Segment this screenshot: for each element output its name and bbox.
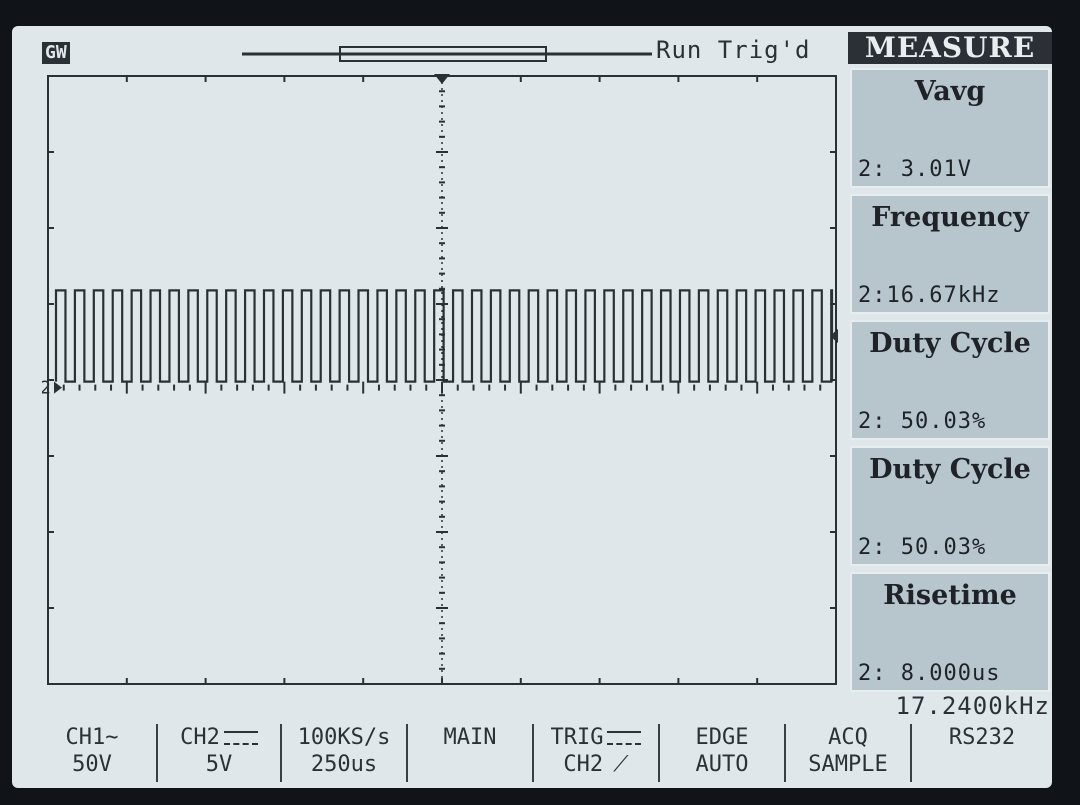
measure-value: 2: 50.03% <box>858 535 987 560</box>
measure-name: Vavg <box>914 76 986 107</box>
measure-value: 2: 8.000us <box>858 661 1001 686</box>
interface-setting[interactable]: RS232 <box>912 724 1052 782</box>
trigger-mode: AUTO <box>695 752 749 777</box>
run-status: Run Trig'd <box>656 36 811 64</box>
interface-label: RS232 <box>948 725 1016 750</box>
ch2-setting[interactable]: CH2 5V <box>158 724 282 782</box>
trigger-coupling-icon <box>607 731 642 745</box>
trigger-label: TRIG <box>550 725 604 750</box>
measure-slot-risetime[interactable]: Risetime 2: 8.000us <box>850 572 1050 692</box>
measure-slot-frequency[interactable]: Frequency 2:16.67kHz <box>850 194 1050 314</box>
ch2-scale: 5V <box>205 752 233 777</box>
ch1-setting[interactable]: CH1~ 50V <box>28 724 158 782</box>
ch2-label: CH2 <box>180 725 220 750</box>
acq-label: ACQ <box>828 725 868 750</box>
measure-slot-duty-cycle-1[interactable]: Duty Cycle 2: 50.03% <box>850 320 1050 440</box>
trigger-position-marker-icon <box>434 74 450 84</box>
time-scale: 250us <box>310 752 378 777</box>
channel-marker-arrow-icon <box>54 381 62 394</box>
measure-value: 2:16.67kHz <box>858 283 1001 308</box>
measure-value: 2: 50.03% <box>858 409 987 434</box>
measure-slot-vavg[interactable]: Vavg 2: 3.01V <box>850 68 1050 188</box>
mode-label: MAIN <box>443 725 497 750</box>
channel-2-waveform <box>54 289 834 383</box>
sample-rate: 100KS/s <box>297 725 391 750</box>
trigger-level-marker-icon <box>830 329 838 343</box>
rising-edge-icon: ⟋ <box>613 752 629 777</box>
trigger-setting[interactable]: TRIG CH2 ⟋ <box>534 724 660 782</box>
measure-value: 2: 3.01V <box>858 157 972 182</box>
trigger-type-setting[interactable]: EDGE AUTO <box>660 724 786 782</box>
timebase-setting[interactable]: 100KS/s 250us <box>282 724 408 782</box>
trigger-type-label: EDGE <box>695 725 749 750</box>
ch1-label: CH1~ <box>65 725 119 750</box>
ch1-scale: 50V <box>72 752 112 777</box>
brand-logo: GW <box>42 42 70 64</box>
measure-name: Duty Cycle <box>869 454 1031 485</box>
measure-name: Duty Cycle <box>869 328 1031 359</box>
waveform-display: 2 <box>42 74 838 685</box>
acq-mode: SAMPLE <box>808 752 888 777</box>
main-mode[interactable]: MAIN <box>408 724 534 782</box>
dc-coupling-icon <box>223 731 258 745</box>
oscilloscope-screen: GW Run Trig'd MEASURE 2 Vavg 2: 3.01V Fr… <box>12 26 1052 788</box>
measure-slot-duty-cycle-2[interactable]: Duty Cycle 2: 50.03% <box>850 446 1050 566</box>
measure-name: Frequency <box>871 202 1029 233</box>
channel-2-marker: 2 <box>42 378 51 399</box>
memory-position-bar <box>242 46 652 62</box>
bottom-status-bar: CH1~ 50V CH2 5V 100KS/s 250us MAIN TRIG … <box>28 724 1052 784</box>
acquisition-setting[interactable]: ACQ SAMPLE <box>786 724 912 782</box>
trigger-frequency-readout: 17.2400kHz <box>895 692 1050 720</box>
measure-name: Risetime <box>883 580 1017 611</box>
measure-menu-title: MEASURE <box>848 32 1052 64</box>
trigger-source: CH2 <box>563 752 604 777</box>
